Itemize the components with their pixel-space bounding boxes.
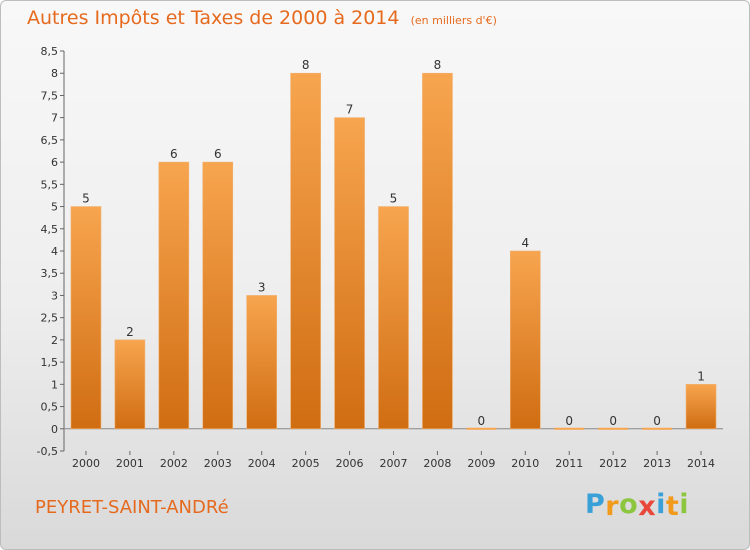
logo-letter: r — [605, 491, 620, 522]
x-tick-label: 2008 — [423, 457, 451, 470]
bar — [114, 339, 146, 430]
x-tick-label: 2010 — [511, 457, 539, 470]
x-tick-label: 2011 — [555, 457, 583, 470]
x-tick-label: 2004 — [248, 457, 276, 470]
y-tick-label: -0,5 — [37, 445, 58, 458]
logo-letter: P — [585, 489, 606, 520]
data-label: 5 — [82, 192, 90, 206]
commune-name: PEYRET-SAINT-ANDRé — [35, 497, 229, 518]
logo-letter: o — [619, 489, 639, 520]
y-tick-label: 0,5 — [41, 401, 59, 414]
y-tick-label: 8 — [51, 67, 58, 80]
bar — [685, 384, 717, 430]
y-tick-label: 7 — [51, 112, 58, 125]
x-tick-label: 2006 — [336, 457, 364, 470]
bar — [466, 427, 497, 430]
chart-unit-note: (en milliers d'€) — [410, 14, 497, 27]
y-tick-label: 1,5 — [41, 356, 59, 369]
x-tick-label: 2005 — [292, 457, 320, 470]
y-tick-label: 4,5 — [41, 223, 59, 236]
bar — [554, 427, 585, 430]
x-tick-label: 2013 — [643, 457, 671, 470]
bar — [378, 206, 409, 430]
logo-letter: t — [665, 491, 680, 522]
data-label: 6 — [214, 147, 222, 161]
data-label: 0 — [653, 414, 661, 428]
data-label: 8 — [302, 58, 310, 72]
bar — [70, 206, 102, 430]
data-label: 2 — [126, 325, 134, 339]
bar — [290, 72, 321, 430]
x-tick-label: 2002 — [160, 457, 188, 470]
bar — [158, 161, 190, 430]
x-tick-label: 2000 — [72, 457, 100, 470]
y-tick-label: 2 — [51, 334, 58, 347]
data-label: 8 — [434, 58, 442, 72]
data-label: 1 — [697, 369, 705, 383]
data-label: 0 — [565, 414, 573, 428]
data-label: 5 — [390, 192, 398, 206]
y-tick-label: 0 — [51, 423, 58, 436]
bar — [422, 72, 453, 430]
bar — [598, 427, 629, 430]
brand-logo: Proxiti — [585, 489, 690, 522]
x-tick-label: 2007 — [380, 457, 408, 470]
y-tick-label: 8,5 — [41, 45, 59, 58]
data-label: 4 — [521, 236, 529, 250]
y-tick-label: 3,5 — [41, 267, 59, 280]
data-label: 6 — [170, 147, 178, 161]
bar — [642, 427, 673, 430]
y-tick-label: 6,5 — [41, 134, 59, 147]
bar — [334, 117, 365, 430]
logo-letter: i — [679, 489, 690, 520]
chart-title-block: Autres Impôts et Taxes de 2000 à 2014 (e… — [27, 7, 497, 29]
data-label: 0 — [609, 414, 617, 428]
data-label: 3 — [258, 280, 266, 294]
chart-title: Autres Impôts et Taxes de 2000 à 2014 — [27, 7, 400, 29]
bar — [246, 295, 277, 430]
x-tick-label: 2003 — [204, 457, 232, 470]
bar — [509, 250, 541, 430]
y-tick-label: 6 — [51, 156, 58, 169]
y-tick-label: 3 — [51, 289, 58, 302]
y-tick-label: 5,5 — [41, 178, 59, 191]
axes: -0,5 0 0,5 1 1,5 2 2,5 3 3,5 4 4,5 5 5,5 6 6,5 7 7,5 8 8,5… — [37, 45, 723, 470]
y-tick-label: 4 — [51, 245, 58, 258]
y-tick-label: 1 — [51, 378, 58, 391]
y-tick-label: 7,5 — [41, 89, 59, 102]
x-tick-label: 2012 — [599, 457, 627, 470]
logo-letter: i — [656, 489, 666, 520]
data-label: 0 — [478, 414, 486, 428]
y-tick-label: 2,5 — [41, 312, 59, 325]
data-label: 7 — [346, 103, 354, 117]
logo-letter: x — [638, 491, 657, 522]
x-tick-label: 2014 — [687, 457, 715, 470]
x-tick-label: 2009 — [467, 457, 495, 470]
x-tick-label: 2001 — [116, 457, 144, 470]
bars — [70, 72, 717, 430]
y-tick-label: 5 — [51, 201, 58, 214]
data-labels: 5 2 6 6 3 8 7 5 8 0 4 0 0 0 1 — [82, 58, 705, 428]
bar — [202, 161, 234, 430]
